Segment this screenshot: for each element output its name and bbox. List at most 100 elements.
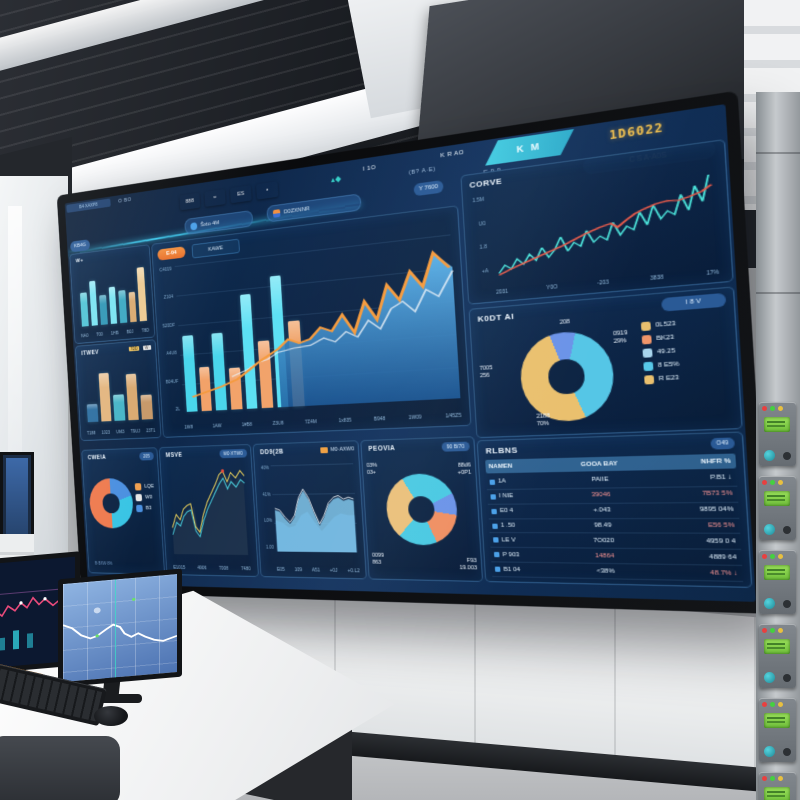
- donut-callout: 2188 70%: [536, 413, 551, 428]
- led-indicators: [762, 776, 783, 781]
- knob: [783, 452, 791, 460]
- orange-swatch-icon: [320, 447, 328, 454]
- panel-pill[interactable]: I 8 V: [661, 292, 727, 312]
- dark-button[interactable]: KAWE: [191, 238, 240, 259]
- filter-button[interactable]: Y 7600: [413, 179, 444, 197]
- rack-seam: [756, 292, 800, 294]
- chart-legend: 0L523 BK23 49.25 8 E5% R E23: [640, 320, 681, 389]
- knob: [764, 450, 775, 461]
- panel-pill[interactable]: O49: [709, 437, 736, 450]
- panel-kodt: K0DT AI I 8 V 0L523 BK23 49.25 8 E5% R E23 2…: [468, 286, 743, 439]
- knob: [783, 600, 791, 608]
- panel-dd92b: DD9(2B M0·AXW0 40% 41% L0% 1.00 E05 109 A51 +0…: [252, 440, 367, 580]
- legend-item: W0: [135, 493, 154, 502]
- legend-chip-yellow: 7DD: [128, 346, 140, 352]
- donut-chart: [384, 473, 460, 546]
- side-monitor: [0, 452, 34, 540]
- led-indicators: [762, 702, 783, 707]
- mouse: [94, 706, 128, 726]
- knob: [764, 598, 775, 609]
- legend-item: R E23: [644, 374, 680, 385]
- legend-item: BK23: [641, 333, 678, 345]
- lcd-display: [764, 565, 790, 580]
- panel-corner-mark: W+: [75, 257, 84, 265]
- led-indicators: [762, 480, 783, 485]
- donut-chart: [88, 477, 135, 529]
- header-tile-orange[interactable]: ▪: [256, 181, 278, 199]
- panel-bars-bottom: ITWEV 7DD W· T188 1023 UM3 T9UJ 23T1: [74, 339, 162, 442]
- layers-icon: [272, 208, 281, 218]
- x-axis-labels: T188 1023 UM3 T9UJ 23T1: [86, 428, 156, 437]
- control-module: [759, 476, 796, 540]
- search-button[interactable]: Šxto·4M: [184, 209, 254, 236]
- donut-callout: 0919 29%: [612, 329, 628, 346]
- donut-callout: F93 19.003: [459, 558, 478, 572]
- panel-bars-top: W+ NA0 T00 1HB B0J T8D: [69, 244, 156, 345]
- bar-chart: [78, 261, 148, 327]
- control-module: [759, 698, 796, 762]
- x-axis-labels: 1W8 1AW 1#B8 Z3U8 7Z4M 1x835 B948 1W09 1/45Z5: [184, 412, 462, 431]
- orange-button[interactable]: E·04: [157, 246, 186, 261]
- table-row[interactable]: E0 4 +.043 9895 04%: [487, 502, 740, 520]
- legend-item: B3: [136, 504, 155, 513]
- digital-counter: 1D6022: [608, 120, 665, 143]
- panel-title: K0DT AI: [477, 311, 515, 324]
- x-axis-labels: E1015490670087480: [173, 565, 251, 573]
- donut-callout: 7005 256: [479, 364, 493, 380]
- x-axis-labels: E05 109 A51 +0J +0.L2: [276, 566, 360, 575]
- action-button-label: D0ZXNNR: [283, 205, 310, 215]
- panel-pill[interactable]: M0·XTW0: [218, 448, 248, 459]
- table-row[interactable]: 1 .50 98.49 E56 5%: [488, 518, 741, 535]
- panel-msve: MSVE M0·XTW0 E1015490670087480: [158, 443, 259, 578]
- donut-chart: [518, 328, 617, 423]
- header-tile-pink[interactable]: 888: [179, 193, 200, 211]
- bar-chart: [84, 361, 154, 423]
- header-tile-blue-light[interactable]: ≈: [204, 189, 225, 207]
- knob: [764, 672, 775, 683]
- panel-title: ITWEV: [81, 349, 100, 357]
- panel-peovia: PEOVIA 90 B/70 03% 03+ 88d6 +0P1 0099 86…: [360, 436, 484, 582]
- donut-callout: 03% 03+: [366, 462, 378, 476]
- panel-corve: CORVE 1.5M U0 1.8 +A 2031 Y0O -203 3838 17%: [460, 138, 734, 305]
- panel-title: RLBNS: [485, 445, 519, 456]
- header-tile-blue[interactable]: ES: [230, 185, 252, 203]
- column-header[interactable]: NAMEN: [488, 462, 513, 470]
- dashboard-ui: B4·XAXP8 O BO E 9 9 (B? A·E) I 1O K R AO…: [64, 104, 756, 602]
- led-indicators: [762, 628, 783, 633]
- office-chair: [0, 736, 120, 800]
- panel-pill[interactable]: 90 B/70: [441, 441, 470, 452]
- column-header[interactable]: NHFR %: [700, 457, 731, 466]
- table-body: 1A PAIIE P.B1 ↓ I NIE 39046 7B73 5% E0 4 +.043 9…: [486, 470, 744, 583]
- area-chart: [271, 463, 359, 553]
- panel-title: MSVE: [165, 451, 183, 459]
- control-module: [759, 402, 796, 466]
- legend-item: 8 E5%: [643, 360, 680, 372]
- table-row[interactable]: B1 04 <38% 48.7% ↓: [491, 562, 744, 583]
- led-indicators: [762, 406, 783, 411]
- panel-table: RLBNS O49 NAMEN GOOA BAY NHFR % 1A PAIIE P…: [476, 431, 753, 589]
- lcd-display: [764, 639, 790, 654]
- panel-chip[interactable]: M0·AXW0: [320, 446, 355, 454]
- panel-pill[interactable]: 205: [138, 451, 154, 461]
- knob: [764, 524, 775, 535]
- control-module: [759, 550, 796, 614]
- control-module: [759, 772, 796, 800]
- chip-label: M0·AXW0: [330, 446, 355, 453]
- column-header[interactable]: GOOA BAY: [580, 460, 618, 468]
- search-button-label: Šxto·4M: [200, 219, 220, 228]
- panel-cweia: CWEIA 205 LQE W0 B3 B·BXW·8%: [81, 447, 165, 575]
- area-line-chart: [175, 234, 461, 408]
- panel-title: PEOVIA: [368, 445, 396, 453]
- knob: [783, 526, 791, 534]
- legend-item: 0L523: [640, 320, 677, 332]
- donut-callout: 208: [559, 318, 571, 327]
- x-axis-labels: NA0 T00 1HB B0J T8D: [80, 327, 150, 340]
- lcd-display: [764, 417, 790, 432]
- y-axis-labels: 1.5M U0 1.8 +A: [472, 196, 489, 276]
- candlestick-chart: [490, 165, 718, 278]
- mini-stat: I 1O: [362, 164, 377, 173]
- legend-chip-white: W·: [143, 345, 152, 351]
- legend-item: 49.25: [642, 347, 678, 358]
- control-module: [759, 624, 796, 688]
